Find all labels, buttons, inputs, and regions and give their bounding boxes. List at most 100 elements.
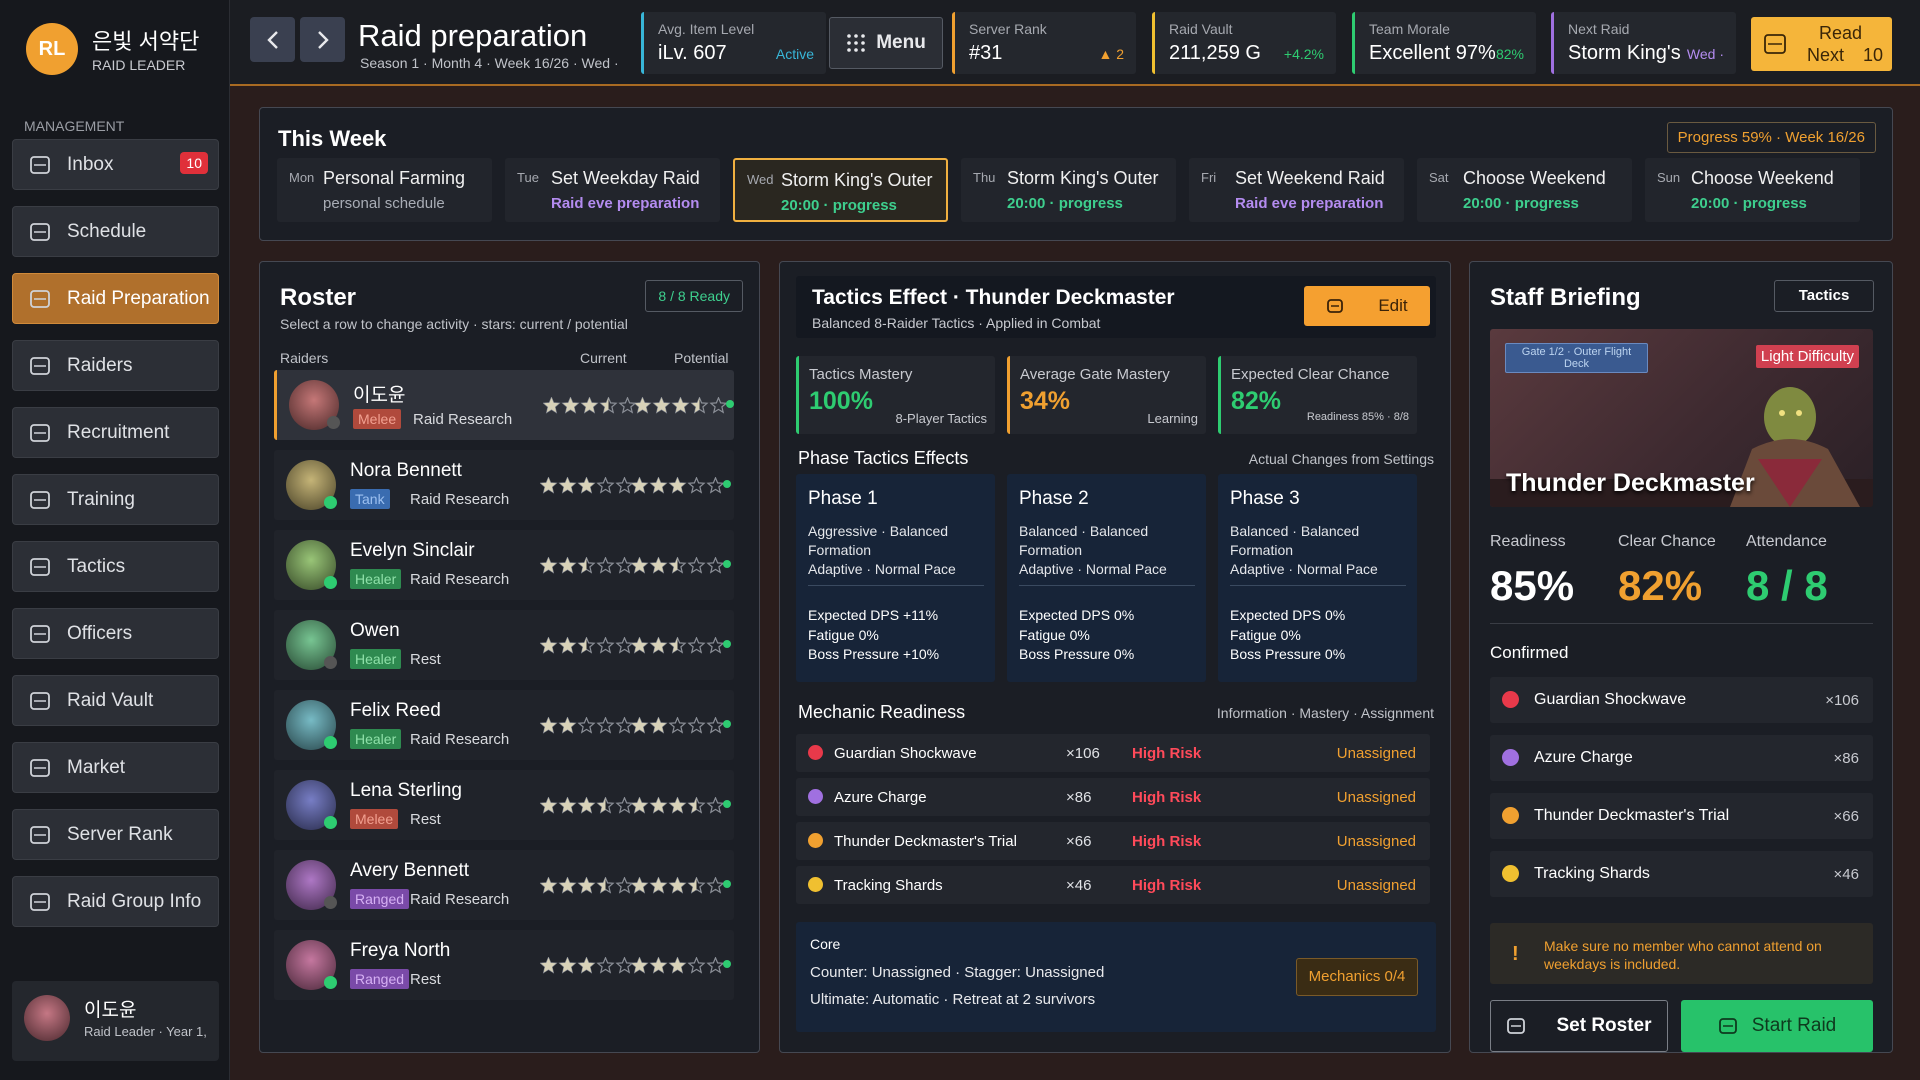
edit-button[interactable]: Edit	[1304, 286, 1430, 326]
confirmed-row: Thunder Deckmaster's Trial ×66	[1490, 793, 1873, 839]
day-card[interactable]: Sat Choose Weekend 20:00 · progress	[1417, 158, 1632, 222]
set-roster-button[interactable]: Set Roster	[1490, 1000, 1668, 1052]
phase-line: Adaptive · Normal Pace	[1019, 561, 1167, 577]
roster-row[interactable]: Felix Reed Healer Raid Research	[274, 690, 734, 760]
raider-name: Lena Sterling	[350, 780, 462, 801]
role-tag: Tank	[350, 489, 390, 509]
mechanic-status: Unassigned	[1336, 833, 1416, 850]
roster-row[interactable]: Lena Sterling Melee Rest	[274, 770, 734, 840]
stat-card: Next Raid Storm King's Wed ·	[1551, 12, 1736, 74]
phase-effect: Expected DPS +11%	[808, 607, 939, 623]
day-card[interactable]: Sun Choose Weekend 20:00 · progress	[1645, 158, 1860, 222]
metric-card: Average Gate Mastery 34% Learning	[1007, 356, 1206, 434]
nav-item[interactable]: Tactics	[12, 541, 219, 592]
ready-dot	[723, 800, 731, 808]
day-title: Storm King's Outer	[781, 170, 933, 190]
day-card[interactable]: Thu Storm King's Outer 20:00 · progress	[961, 158, 1176, 222]
phase-effects: Expected DPS 0% Fatigue 0% Boss Pressure 0…	[1019, 606, 1134, 665]
roster-row[interactable]: Avery Bennett Ranged Raid Research	[274, 850, 734, 920]
phase-effects: Expected DPS 0% Fatigue 0% Boss Pressure 0…	[1230, 606, 1345, 665]
metric-note: 8-Player Tactics	[895, 411, 987, 426]
tactics-button[interactable]: Tactics	[1774, 280, 1874, 312]
star-rating	[540, 797, 633, 814]
profile-name: 이도윤	[84, 1000, 137, 1021]
nav-item[interactable]: Inbox 10	[12, 139, 219, 190]
phase-name: Phase 3	[1230, 488, 1300, 509]
day-title: Set Weekday Raid	[551, 168, 700, 188]
phase-effect: Fatigue 0%	[1230, 626, 1301, 643]
role-tag: Healer	[350, 569, 402, 589]
nav-item[interactable]: Schedule	[12, 206, 219, 257]
phase-line: Balanced · Balanced Formation	[1230, 523, 1360, 558]
roster-row[interactable]: Freya North Ranged Rest	[274, 930, 734, 1000]
roster-row[interactable]: Evelyn Sinclair Healer Raid Research	[274, 530, 734, 600]
day-card[interactable]: Wed Storm King's Outer 20:00 · progress	[733, 158, 948, 222]
nav-item[interactable]: Server Rank	[12, 809, 219, 860]
confirmed-dot	[1502, 749, 1519, 766]
raider-name: Evelyn Sinclair	[350, 540, 475, 561]
roster-row[interactable]: Nora Bennett Tank Raid Research	[274, 450, 734, 520]
nav-item[interactable]: Market	[12, 742, 219, 793]
nav-item[interactable]: Raid Group Info	[12, 876, 219, 927]
staff-stat-label: Attendance	[1746, 533, 1827, 550]
status-dot	[324, 496, 337, 509]
start-raid-button[interactable]: Start Raid	[1681, 1000, 1873, 1052]
phase-line: Aggressive · Balanced Formation	[808, 523, 949, 558]
nav-item[interactable]: Training	[12, 474, 219, 525]
day-card[interactable]: Fri Set Weekend Raid Raid eve preparation	[1189, 158, 1404, 222]
day-name: Tue	[517, 170, 539, 185]
ready-dot	[723, 960, 731, 968]
icon	[30, 289, 50, 308]
mechanic-status: Unassigned	[1336, 877, 1416, 894]
core-title: Core	[810, 936, 841, 952]
day-card[interactable]: Tue Set Weekday Raid Raid eve preparation	[505, 158, 720, 222]
icon	[30, 490, 50, 509]
day-sub: 20:00 · progress	[1007, 195, 1123, 212]
nav-item[interactable]: Officers	[12, 608, 219, 659]
stat-value: #31	[969, 42, 1003, 64]
core-line: Counter: Unassigned · Stagger: Unassigne…	[810, 964, 1105, 981]
warning-text: Make sure no member who cannot attend on…	[1544, 938, 1822, 972]
day-card[interactable]: Mon Personal Farming personal schedule	[277, 158, 492, 222]
phase-title: Phase Tactics Effects	[798, 448, 969, 468]
mechanics-button[interactable]: Mechanics 0/4	[1296, 958, 1418, 996]
nav-item[interactable]: Raiders	[12, 340, 219, 391]
roster-row[interactable]: 이도윤 Melee Raid Research	[274, 370, 734, 440]
forward-button[interactable]	[300, 17, 345, 62]
day-sub: Raid eve preparation	[1235, 195, 1384, 212]
metric-value: 34%	[1020, 387, 1071, 415]
menu-button[interactable]: Menu	[829, 17, 943, 69]
confirmed-row: Azure Charge ×86	[1490, 735, 1873, 781]
confirmed-count: ×86	[1833, 750, 1859, 767]
roster-row[interactable]: Owen Healer Rest	[274, 610, 734, 680]
nav-item[interactable]: Raid Vault	[12, 675, 219, 726]
status-dot	[324, 976, 337, 989]
nav-item[interactable]: Recruitment	[12, 407, 219, 458]
icon	[30, 624, 50, 643]
stat-value: iLv. 607	[658, 42, 727, 64]
metric-note: Readiness 85% · 8/8	[1306, 411, 1409, 423]
nav-item[interactable]: Raid Preparation	[12, 273, 219, 324]
back-button[interactable]	[250, 17, 295, 62]
guild-avatar: RL	[26, 23, 78, 75]
day-sub: 20:00 · progress	[1691, 195, 1807, 212]
boss-scene: Gate 1/2 · Outer Flight Deck Light Diffic…	[1490, 329, 1873, 507]
mechanic-count: ×46	[1066, 877, 1092, 894]
phase-card: Phase 1 Aggressive · Balanced Formation Ad…	[796, 474, 995, 682]
confirmed-count: ×106	[1825, 692, 1859, 709]
nav-label: Raid Preparation	[67, 287, 210, 309]
mechanic-dot	[808, 877, 823, 892]
nav-badge: 10	[180, 152, 208, 174]
stat-card: Server Rank #31 ▲ 2	[952, 12, 1136, 74]
stat-value: Storm King's	[1568, 42, 1681, 64]
raider-name: Felix Reed	[350, 700, 441, 721]
mechanic-dot	[808, 745, 823, 760]
raider-name: Freya North	[350, 940, 451, 961]
nav-label: Raid Vault	[67, 689, 154, 711]
phase-effect: Expected DPS 0%	[1019, 607, 1135, 623]
read-next-button[interactable]: Read Next 10	[1751, 17, 1892, 71]
star-rating	[634, 397, 727, 414]
activity: Raid Research	[413, 411, 513, 428]
warning-box: ! Make sure no member who cannot attend o…	[1490, 923, 1873, 984]
mechanic-risk: High Risk	[1132, 789, 1202, 806]
